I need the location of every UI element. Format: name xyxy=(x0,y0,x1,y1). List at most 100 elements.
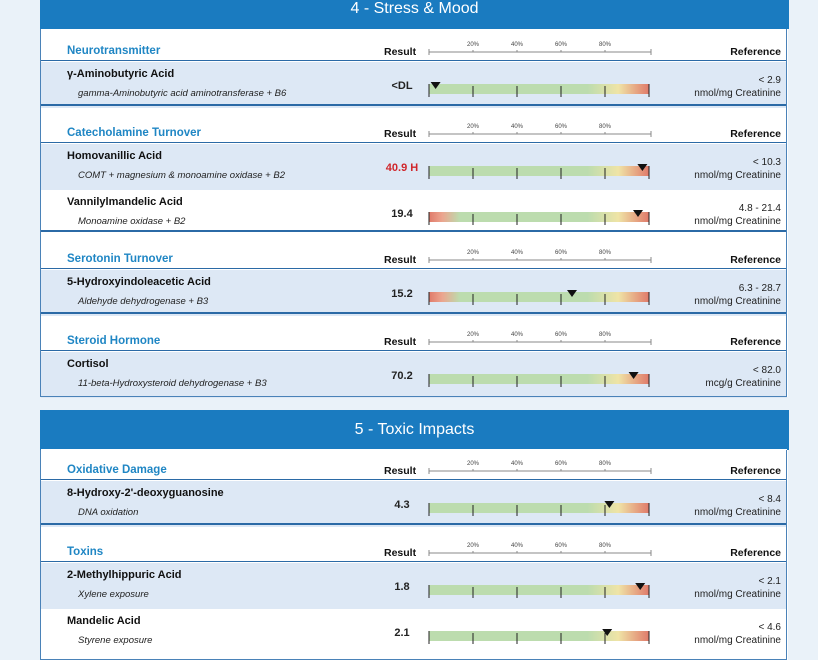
category-title: Steroid Hormone xyxy=(67,335,161,347)
category-title: Catecholamine Turnover xyxy=(67,127,201,139)
result-marker xyxy=(633,210,643,217)
reference-range: 4.8 - 21.4 xyxy=(738,203,781,214)
group-header: Serotonin Turnover Result Reference 20% 40% 6… xyxy=(41,238,787,272)
reference-unit: nmol/mg Creatinine xyxy=(694,589,781,600)
analyte-cofactors: 11-beta-Hydroxysteroid dehydrogenase + B… xyxy=(78,378,267,389)
result-marker xyxy=(628,372,639,379)
result-marker xyxy=(567,290,577,297)
analyte-cofactors: Aldehyde dehydrogenase + B3 xyxy=(78,296,209,307)
analyte-name: 8-Hydroxy-2'-deoxyguanosine xyxy=(67,487,224,499)
category-title: Neurotransmitter xyxy=(67,45,161,57)
scale-tick-label: 40% xyxy=(511,332,524,338)
reference-range: < 2.1 xyxy=(758,576,781,587)
range-bar xyxy=(429,374,649,384)
result-column-header: Result xyxy=(384,465,417,477)
result-column-header: Result xyxy=(384,128,417,140)
analyte-row: Cortisol 11-beta-Hydroxysteroid dehydroge… xyxy=(41,352,787,398)
result-column-header: Result xyxy=(384,254,417,266)
scale-tick-label: 80% xyxy=(599,42,612,48)
analyte-cofactors: gamma-Aminobutyric acid aminotransferase… xyxy=(78,88,287,99)
analyte-cofactors: DNA oxidation xyxy=(78,507,139,518)
scale-tick-label: 40% xyxy=(511,461,524,467)
result-bar xyxy=(428,82,650,97)
scale-tick-label: 60% xyxy=(555,42,568,48)
section-border xyxy=(40,29,787,397)
header-underline xyxy=(41,561,787,562)
reference-range: < 10.3 xyxy=(752,157,781,168)
analyte-name: γ-Aminobutyric Acid xyxy=(67,68,175,80)
section-title: 4 - Stress & Mood xyxy=(40,0,789,29)
scale-tick-label: 20% xyxy=(467,543,480,549)
group-header: Oxidative Damage Result Reference 20% 40% 60%… xyxy=(41,449,787,483)
result-column-header: Result xyxy=(384,46,417,58)
scale-tick-label: 80% xyxy=(599,543,612,549)
analyte-cofactors: Xylene exposure xyxy=(78,589,149,600)
reference-range: < 2.9 xyxy=(758,75,781,86)
result-bar xyxy=(428,164,650,179)
range-bar xyxy=(429,212,649,222)
analyte-row: Vannilylmandelic Acid Monoamine oxidase +… xyxy=(41,190,787,236)
scale-tick-label: 80% xyxy=(599,124,612,130)
analyte-name: 2-Methylhippuric Acid xyxy=(67,569,182,581)
category-title: Serotonin Turnover xyxy=(67,253,173,265)
result-marker xyxy=(604,501,615,508)
group-header: Steroid Hormone Result Reference 20% 40% 60% 8… xyxy=(41,320,787,354)
scale-tick-label: 80% xyxy=(599,250,612,256)
scale-tick-label: 20% xyxy=(467,332,480,338)
header-underline xyxy=(41,350,787,351)
result-marker xyxy=(637,164,648,171)
scale-tick-label: 20% xyxy=(467,461,480,467)
reference-unit: nmol/mg Creatinine xyxy=(694,88,781,99)
analyte-row: 2-Methylhippuric Acid Xylene exposure 1.8 <… xyxy=(41,563,787,609)
result-value: 15.2 xyxy=(391,288,413,300)
result-bar xyxy=(428,501,650,516)
scale-tick-label: 20% xyxy=(467,42,480,48)
reference-column-header: Reference xyxy=(730,254,781,266)
analyte-name: 5-Hydroxyindoleacetic Acid xyxy=(67,276,211,288)
reference-unit: nmol/mg Creatinine xyxy=(694,296,781,307)
scale-tick-label: 20% xyxy=(467,124,480,130)
result-value: 2.1 xyxy=(394,627,410,639)
scale-tick-label: 40% xyxy=(511,250,524,256)
result-value: 19.4 xyxy=(391,208,413,220)
reference-column-header: Reference xyxy=(730,128,781,140)
percentile-scale: 20% 40% 60% 80% xyxy=(428,332,652,345)
reference-column-header: Reference xyxy=(730,336,781,348)
group-divider xyxy=(41,523,787,525)
scale-tick-label: 20% xyxy=(467,250,480,256)
analyte-name: Homovanillic Acid xyxy=(67,150,162,162)
scale-tick-label: 40% xyxy=(511,42,524,48)
reference-unit: nmol/mg Creatinine xyxy=(694,507,781,518)
analyte-row: 5-Hydroxyindoleacetic Acid Aldehyde dehyd… xyxy=(41,270,787,316)
analyte-name: Cortisol xyxy=(67,358,109,370)
scale-tick-label: 80% xyxy=(599,461,612,467)
percentile-scale: 20% 40% 60% 80% xyxy=(428,42,652,55)
percentile-scale: 20% 40% 60% 80% xyxy=(428,124,652,137)
reference-column-header: Reference xyxy=(730,46,781,58)
result-value: 4.3 xyxy=(394,499,410,511)
header-underline xyxy=(41,268,787,269)
result-marker xyxy=(602,629,613,636)
result-value: 40.9 H xyxy=(385,162,419,174)
percentile-scale: 20% 40% 60% 80% xyxy=(428,461,652,474)
result-value: 1.8 xyxy=(394,581,410,593)
range-bar xyxy=(429,585,649,595)
result-marker xyxy=(430,82,441,89)
scale-tick-label: 60% xyxy=(555,543,568,549)
percentile-scale: 20% 40% 60% 80% xyxy=(428,250,652,263)
result-marker xyxy=(635,583,646,590)
analyte-cofactors: COMT + magnesium & monoamine oxidase + B… xyxy=(78,170,285,181)
analyte-row: 8-Hydroxy-2'-deoxyguanosine DNA oxidation… xyxy=(41,481,787,527)
reference-unit: mcg/g Creatinine xyxy=(705,378,781,389)
scale-tick-label: 60% xyxy=(555,332,568,338)
range-bar xyxy=(429,631,649,641)
header-underline xyxy=(41,60,787,61)
group-divider xyxy=(41,312,787,314)
result-bar xyxy=(428,290,650,305)
result-bar xyxy=(428,372,650,387)
header-underline xyxy=(41,142,787,143)
result-value: <DL xyxy=(391,80,413,92)
reference-unit: nmol/mg Creatinine xyxy=(694,216,781,227)
result-value: 70.2 xyxy=(391,370,413,382)
group-header: Neurotransmitter Result Reference 20% 40% 60%… xyxy=(41,30,787,64)
